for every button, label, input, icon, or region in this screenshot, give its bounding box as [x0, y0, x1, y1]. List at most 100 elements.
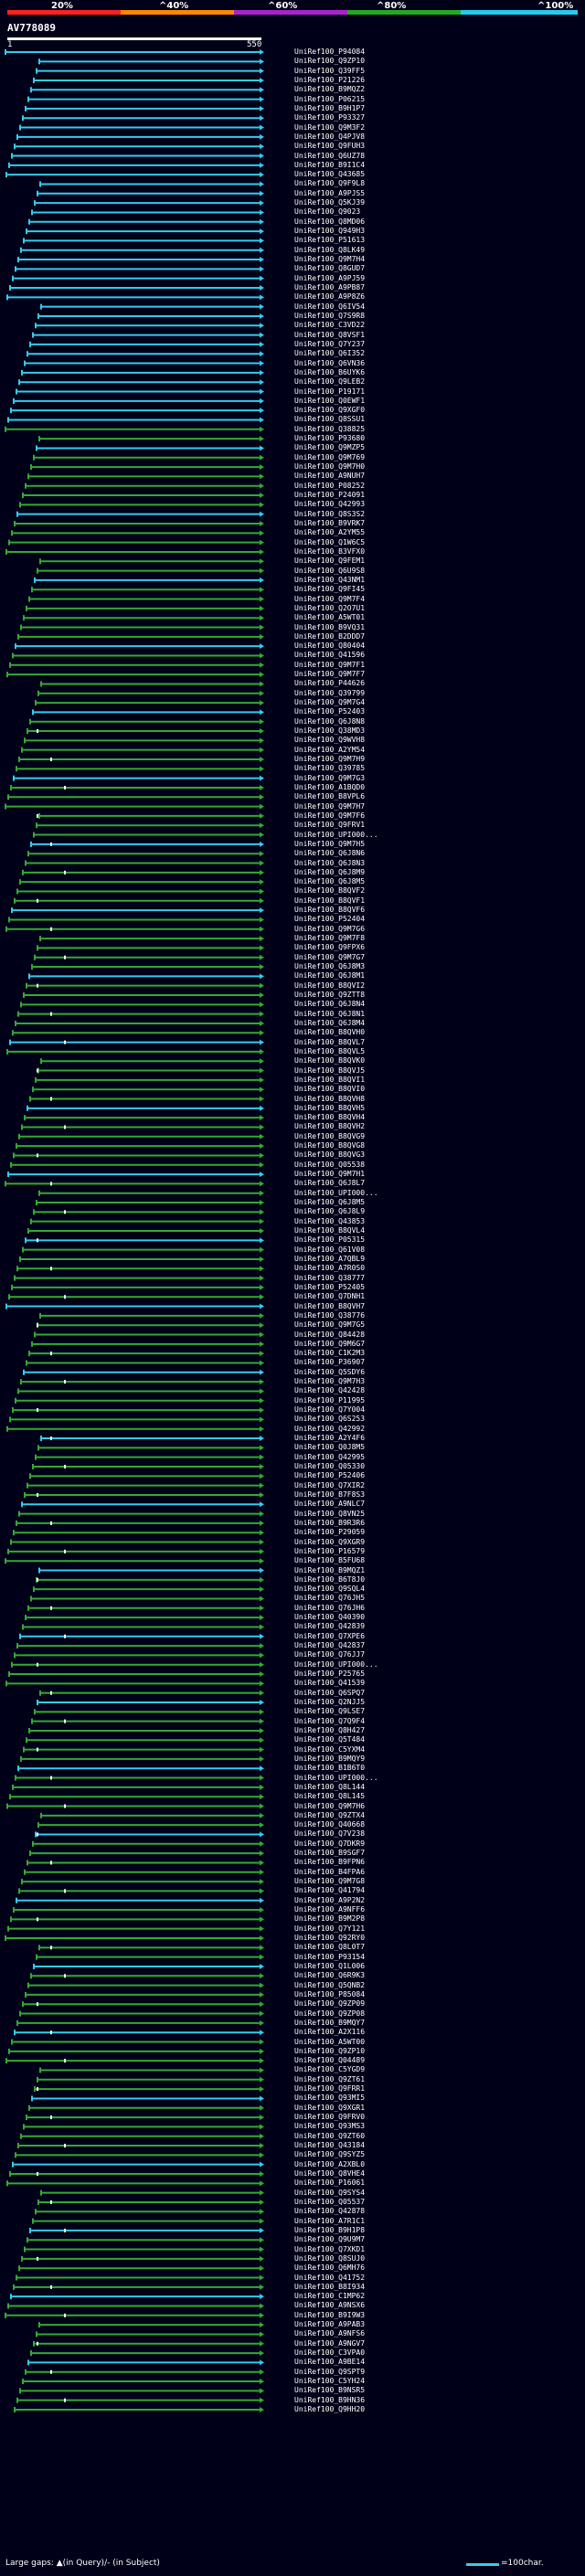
hit-link[interactable]: UniRef100_B8QVH7	[294, 1301, 366, 1310]
hit-link[interactable]: UniRef100_C3VD22	[294, 321, 366, 330]
hit-link[interactable]: UniRef100_Q9F9L8	[294, 179, 366, 188]
hit-link[interactable]: UniRef100_B8QVG8	[294, 1141, 366, 1150]
hit-link[interactable]: UniRef100_B8QVG3	[294, 1150, 366, 1160]
hit-link[interactable]: UniRef100_Q5T484	[294, 1735, 366, 1744]
hit-link[interactable]: UniRef100_Q6J8L9	[294, 1207, 366, 1216]
hit-link[interactable]: UniRef100_Q5SDY6	[294, 1367, 366, 1376]
hit-link[interactable]: UniRef100_C1K2M3	[294, 1349, 366, 1358]
hit-link[interactable]: UniRef100_B4FPA6	[294, 1867, 366, 1876]
hit-link[interactable]: UniRef100_Q43NM1	[294, 575, 366, 584]
hit-link[interactable]: UniRef100_Q9ZT60	[294, 2131, 366, 2140]
hit-link[interactable]: UniRef100_Q43685	[294, 170, 366, 179]
hit-link[interactable]: UniRef100_A9PJ59	[294, 273, 366, 282]
hit-link[interactable]: UniRef100_B7F8S3	[294, 1489, 366, 1499]
hit-link[interactable]: UniRef100_Q8VSF1	[294, 330, 366, 339]
hit-link[interactable]: UniRef100_P85084	[294, 1989, 366, 1998]
hit-link[interactable]: UniRef100_Q7Y237	[294, 339, 366, 348]
hit-link[interactable]: UniRef100_B9H1P7	[294, 103, 366, 112]
hit-link[interactable]: UniRef100_B8QVL5	[294, 1046, 366, 1055]
hit-link[interactable]: UniRef100_Q8MD06	[294, 217, 366, 226]
hit-link[interactable]: UniRef100_P52403	[294, 707, 366, 716]
hit-link[interactable]: UniRef100_B8QVH5	[294, 1103, 366, 1112]
hit-link[interactable]: UniRef100_Q76JH5	[294, 1594, 366, 1603]
hit-link[interactable]: UniRef100_Q42878	[294, 2207, 366, 2216]
hit-link[interactable]: UniRef100_Q8SSU1	[294, 415, 366, 424]
hit-link[interactable]: UniRef100_Q6I352	[294, 349, 366, 358]
hit-link[interactable]: UniRef100_C5YH24	[294, 2377, 366, 2386]
hit-link[interactable]: UniRef100_Q9ZP10	[294, 2046, 366, 2055]
hit-link[interactable]: UniRef100_B9H1P8	[294, 2225, 366, 2234]
hit-link[interactable]: UniRef100_Q0EWF1	[294, 396, 366, 405]
hit-link[interactable]: UniRef100_Q6J8M1	[294, 971, 366, 981]
hit-link[interactable]: UniRef100_A9NGV7	[294, 2338, 366, 2348]
hit-link[interactable]: UniRef100_P19171	[294, 387, 366, 396]
hit-link[interactable]: UniRef100_Q9M7H7	[294, 801, 366, 811]
hit-link[interactable]: UniRef100_P36907	[294, 1358, 366, 1367]
hit-link[interactable]: UniRef100_Q39FF5	[294, 66, 366, 75]
hit-link[interactable]: UniRef100_Q9M7H0	[294, 462, 366, 472]
hit-link[interactable]: UniRef100_A7R1C1	[294, 2216, 366, 2225]
hit-link[interactable]: UniRef100_P16061	[294, 2178, 366, 2188]
hit-link[interactable]: UniRef100_P08252	[294, 481, 366, 490]
hit-link[interactable]: UniRef100_A2XBL0	[294, 2159, 366, 2168]
hit-link[interactable]: UniRef100_A9NFF6	[294, 1905, 366, 1914]
hit-link[interactable]: UniRef100_B9MQY9	[294, 1754, 366, 1763]
hit-link[interactable]: UniRef100_B6UYK6	[294, 367, 366, 376]
hit-link[interactable]: UniRef100_Q6S253	[294, 1415, 366, 1424]
hit-link[interactable]: UniRef100_Q9M7F7	[294, 670, 366, 679]
hit-link[interactable]: UniRef100_Q9MZP5	[294, 443, 366, 452]
hit-link[interactable]: UniRef100_Q40390	[294, 1613, 366, 1622]
hit-link[interactable]: UniRef100_C5YGD9	[294, 2065, 366, 2074]
hit-link[interactable]: UniRef100_Q9M6G7	[294, 1339, 366, 1348]
hit-link[interactable]: UniRef100_Q61V08	[294, 1245, 366, 1254]
hit-link[interactable]: UniRef100_Q9M7G5	[294, 1320, 366, 1330]
hit-link[interactable]: UniRef100_Q9SYS4	[294, 2188, 366, 2197]
hit-link[interactable]: UniRef100_P93154	[294, 1952, 366, 1961]
hit-link[interactable]: UniRef100_B8QVI2	[294, 981, 366, 990]
hit-link[interactable]: UniRef100_Q42837	[294, 1641, 366, 1650]
hit-link[interactable]: UniRef100_Q04489	[294, 2056, 366, 2065]
hit-link[interactable]: UniRef100_P51613	[294, 236, 366, 245]
hit-link[interactable]: UniRef100_A9NSX6	[294, 2301, 366, 2310]
hit-link[interactable]: UniRef100_B9VRK7	[294, 519, 366, 527]
hit-link[interactable]: UniRef100_Q9FRV1	[294, 821, 366, 830]
hit-link[interactable]: UniRef100_Q6R9K3	[294, 1971, 366, 1980]
hit-link[interactable]: UniRef100_Q42995	[294, 1452, 366, 1461]
hit-link[interactable]: UniRef100_Q9M7F4	[294, 594, 366, 603]
hit-link[interactable]: UniRef100_B9FPN6	[294, 1858, 366, 1867]
hit-link[interactable]: UniRef100_Q7DNH1	[294, 1292, 366, 1301]
hit-link[interactable]: UniRef100_Q9SQL4	[294, 1585, 366, 1594]
hit-link[interactable]: UniRef100_P06215	[294, 94, 366, 103]
hit-link[interactable]: UniRef100_B9MQZ2	[294, 85, 366, 94]
hit-link[interactable]: UniRef100_Q41539	[294, 1679, 366, 1688]
hit-link[interactable]: UniRef100_Q9M7G4	[294, 698, 366, 707]
hit-link[interactable]: UniRef100_Q6UZ78	[294, 151, 366, 160]
hit-link[interactable]: UniRef100_A9PAB3	[294, 2320, 366, 2329]
hit-link[interactable]: UniRef100_Q38825	[294, 424, 366, 433]
hit-link[interactable]: UniRef100_P24091	[294, 491, 366, 500]
hit-link[interactable]: UniRef100_Q0J8M5	[294, 1443, 366, 1452]
hit-link[interactable]: UniRef100_Q7Q9F4	[294, 1716, 366, 1725]
hit-link[interactable]: UniRef100_Q93MI5	[294, 2094, 366, 2103]
hit-link[interactable]: UniRef100_Q9ZT61	[294, 2074, 366, 2083]
hit-link[interactable]: UniRef100_Q9M7H1	[294, 1170, 366, 1179]
hit-link[interactable]: UniRef100_B8VPL6	[294, 792, 366, 801]
hit-link[interactable]: UniRef100_Q9U9M7	[294, 2235, 366, 2244]
hit-link[interactable]: UniRef100_Q8L145	[294, 1792, 366, 1801]
hit-link[interactable]: UniRef100_B9I1C4	[294, 160, 366, 169]
hit-link[interactable]: UniRef100_Q42839	[294, 1622, 366, 1631]
hit-link[interactable]: UniRef100_Q6MH76	[294, 2263, 366, 2273]
hit-link[interactable]: UniRef100_Q7S9R8	[294, 311, 366, 320]
hit-link[interactable]: UniRef100_Q9LSE7	[294, 1707, 366, 1716]
hit-link[interactable]: UniRef100_Q6J8M9	[294, 867, 366, 876]
hit-link[interactable]: UniRef100_UPI000...	[294, 1188, 378, 1197]
hit-link[interactable]: UniRef100_B8QVI0	[294, 1085, 366, 1094]
hit-link[interactable]: UniRef100_Q6J8M5	[294, 877, 366, 886]
hit-link[interactable]: UniRef100_P25765	[294, 1670, 366, 1679]
hit-link[interactable]: UniRef100_Q8S3S2	[294, 509, 366, 518]
hit-link[interactable]: UniRef100_P05315	[294, 1235, 366, 1245]
hit-link[interactable]: UniRef100_A2YM54	[294, 745, 366, 754]
hit-link[interactable]: UniRef100_A2YM55	[294, 528, 366, 537]
hit-link[interactable]: UniRef100_Q4PJV8	[294, 132, 366, 141]
hit-link[interactable]: UniRef100_Q38777	[294, 1273, 366, 1282]
